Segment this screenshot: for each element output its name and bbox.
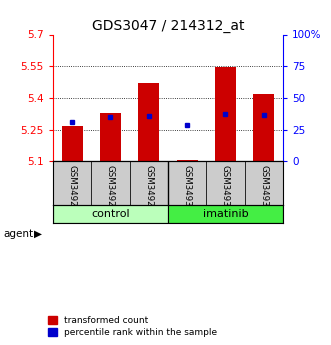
Bar	[91, 161, 130, 205]
Bar	[138, 83, 159, 161]
Bar	[215, 67, 236, 161]
Text: GSM34929: GSM34929	[144, 165, 153, 211]
Title: GDS3047 / 214312_at: GDS3047 / 214312_at	[92, 19, 244, 33]
Text: GSM34930: GSM34930	[183, 165, 192, 212]
Text: GSM34932: GSM34932	[259, 165, 268, 212]
Bar	[253, 93, 274, 161]
Bar	[245, 161, 283, 205]
Legend: transformed count, percentile rank within the sample: transformed count, percentile rank withi…	[48, 316, 217, 337]
Text: GSM34927: GSM34927	[68, 165, 77, 212]
Bar	[130, 161, 168, 205]
Bar	[168, 205, 283, 223]
Bar	[100, 112, 121, 161]
Text: GSM34928: GSM34928	[106, 165, 115, 212]
Bar	[168, 161, 206, 205]
Text: GSM34931: GSM34931	[221, 165, 230, 212]
Text: control: control	[91, 209, 130, 219]
Bar	[53, 205, 168, 223]
Text: agent: agent	[3, 229, 33, 239]
Bar	[53, 161, 91, 205]
Bar	[177, 160, 198, 161]
Text: ▶: ▶	[34, 229, 42, 239]
Text: imatinib: imatinib	[203, 209, 248, 219]
Bar	[62, 126, 83, 161]
Bar	[206, 161, 245, 205]
